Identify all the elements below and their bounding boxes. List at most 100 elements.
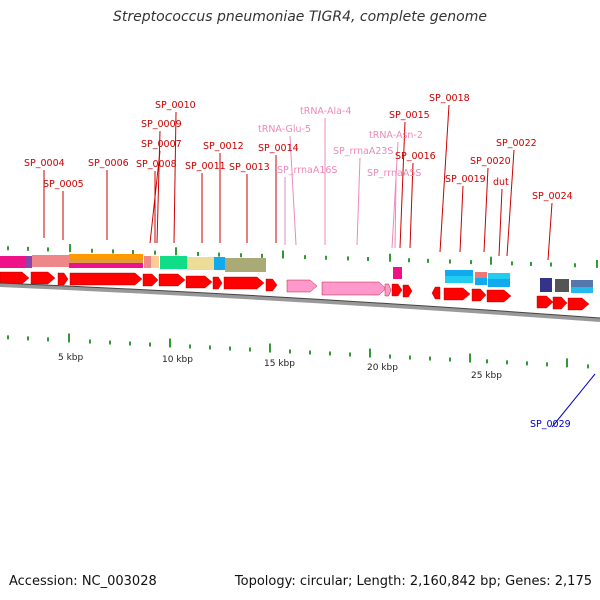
feature-arrow xyxy=(223,276,265,290)
feature-arrow xyxy=(431,286,441,300)
scale-label: 5 kbp xyxy=(58,353,84,363)
cog-bar xyxy=(445,276,473,283)
accession-text: Accession: NC_003028 xyxy=(9,574,157,589)
feature-labels: SP_0004 SP_0005 SP_0006 SP_0007 SP_0008 SP_00… xyxy=(24,93,573,430)
scale-label: 15 kbp xyxy=(264,359,295,369)
leader-line xyxy=(439,104,450,253)
feature-label[interactable]: SP_0018 xyxy=(429,93,470,104)
cog-bar xyxy=(0,256,26,268)
feature-label[interactable]: SP_0016 xyxy=(395,151,436,162)
leader-line xyxy=(156,130,161,244)
leader-line xyxy=(289,135,297,246)
cog-bar xyxy=(214,257,225,270)
leader-line xyxy=(356,157,361,246)
cog-bar xyxy=(56,255,70,267)
cog-bar xyxy=(32,255,56,267)
cog-bar xyxy=(571,287,593,293)
leader-line xyxy=(483,167,489,253)
feature-arrow xyxy=(536,295,554,309)
leader-line xyxy=(547,202,553,261)
cog-bar xyxy=(151,256,159,268)
feature-arrow xyxy=(321,281,387,296)
feature-label[interactable]: SP_0012 xyxy=(203,141,244,152)
feature-label[interactable]: SP_0005 xyxy=(43,179,84,190)
feature-arrow xyxy=(57,272,69,286)
cog-bar xyxy=(144,256,151,268)
feature-arrow xyxy=(471,288,487,302)
cog-bar xyxy=(69,259,143,263)
feature-label[interactable]: SP_0029 xyxy=(530,419,571,430)
genome-meta-text: Topology: circular; Length: 2,160,842 bp… xyxy=(234,574,592,589)
scale-label: 25 kbp xyxy=(471,371,502,381)
feature-arrow xyxy=(443,287,471,301)
feature-arrow xyxy=(384,283,392,297)
feature-label[interactable]: SP_0024 xyxy=(532,191,573,202)
feature-arrow xyxy=(486,289,512,303)
feature-label[interactable]: tRNA-Asn-2 xyxy=(369,130,423,141)
feature-label[interactable]: SP_0010 xyxy=(155,100,196,111)
feature-label[interactable]: tRNA-Glu-5 xyxy=(258,124,311,135)
feature-label[interactable]: SP_0009 xyxy=(141,119,182,130)
feature-arrow xyxy=(142,273,159,287)
map-title: Streptococcus pneumoniae TIGR4, complete… xyxy=(113,9,487,25)
label-leader-lines xyxy=(43,104,596,428)
feature-arrows xyxy=(0,271,590,311)
feature-label[interactable]: SP_0022 xyxy=(496,138,537,149)
feature-label[interactable]: SP_0014 xyxy=(258,143,299,154)
cog-bar xyxy=(555,279,569,292)
leader-line xyxy=(498,188,503,257)
feature-label[interactable]: dut xyxy=(493,177,509,188)
leader-line xyxy=(506,149,515,257)
feature-arrow xyxy=(265,278,278,292)
feature-label[interactable]: SP_0011 xyxy=(185,161,226,172)
cog-bar xyxy=(475,272,487,278)
feature-label[interactable]: SP_0019 xyxy=(445,174,486,185)
feature-arrow xyxy=(402,284,413,298)
scale-label: 20 kbp xyxy=(367,363,398,373)
feature-label[interactable]: SP_rrnaA5S xyxy=(367,168,421,179)
feature-label[interactable]: SP_0008 xyxy=(136,159,177,170)
feature-label[interactable]: tRNA-Ala-4 xyxy=(300,106,351,117)
feature-label[interactable]: SP_0006 xyxy=(88,158,129,169)
cog-bar xyxy=(225,258,266,272)
genome-backbone xyxy=(0,283,600,322)
leader-line xyxy=(399,121,406,249)
feature-label[interactable]: SP_rrnaA16S xyxy=(277,165,337,176)
feature-label[interactable]: SP_0015 xyxy=(389,110,430,121)
cog-bar xyxy=(69,254,143,259)
feature-arrow xyxy=(69,272,143,286)
cog-bar xyxy=(571,280,593,287)
leader-line xyxy=(173,111,177,244)
scale-label: 10 kbp xyxy=(162,355,193,365)
feature-label[interactable]: SP_rrnaA23S xyxy=(333,146,393,157)
cog-bar xyxy=(160,256,187,269)
feature-arrow xyxy=(552,296,568,310)
feature-arrow xyxy=(286,279,318,293)
feature-arrow xyxy=(185,275,213,289)
cog-bar xyxy=(488,279,510,287)
tick-marks xyxy=(7,244,598,369)
leader-line xyxy=(409,162,414,249)
feature-arrow xyxy=(567,297,590,311)
feature-arrow xyxy=(158,273,186,287)
feature-label[interactable]: SP_0004 xyxy=(24,158,65,169)
leader-line xyxy=(551,373,596,428)
feature-arrow xyxy=(391,283,403,297)
leader-line xyxy=(459,185,464,253)
feature-label[interactable]: SP_0007 xyxy=(141,139,182,150)
cog-category-bars xyxy=(0,254,593,293)
feature-arrow xyxy=(212,276,223,290)
feature-arrow xyxy=(30,271,56,285)
cog-bar xyxy=(26,256,32,268)
feature-label[interactable]: SP_0013 xyxy=(229,162,270,173)
leader-line xyxy=(391,141,399,249)
leader-line xyxy=(394,179,397,249)
scale-labels: 5 kbp 10 kbp 15 kbp 20 kbp 25 kbp xyxy=(58,353,502,381)
cog-bar xyxy=(393,267,402,279)
cog-bar xyxy=(69,263,143,268)
cog-bar xyxy=(187,257,214,270)
feature-label[interactable]: SP_0020 xyxy=(470,156,511,167)
cog-bar xyxy=(475,278,487,285)
cog-bar xyxy=(540,278,552,292)
